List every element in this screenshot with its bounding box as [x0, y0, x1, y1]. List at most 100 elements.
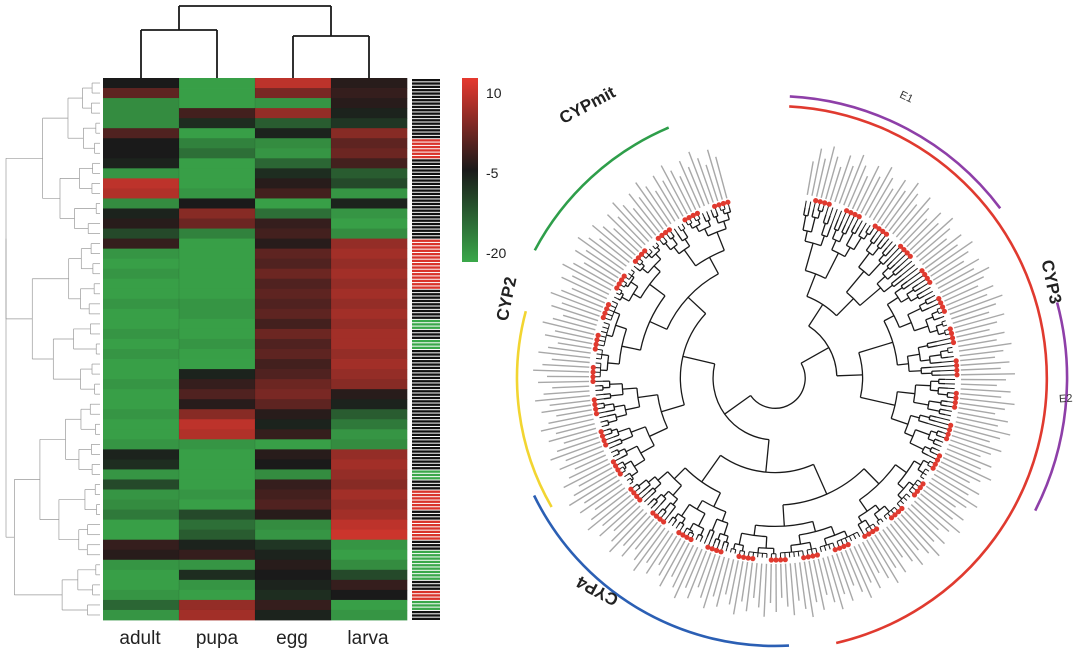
heatmap-cell — [103, 489, 180, 500]
tree-branch — [804, 240, 822, 247]
heatmap-cell — [331, 599, 408, 611]
row-label-mark — [412, 547, 440, 550]
subclade-arc-e2 — [1034, 302, 1069, 512]
heatmap-cell — [179, 188, 256, 199]
tree-branch — [868, 230, 873, 236]
tree-leaf-label — [673, 546, 699, 599]
heatmap-cell — [331, 429, 408, 440]
tree-leaf-label — [907, 507, 945, 545]
tree-leaf-label — [588, 237, 627, 267]
row-label-mark — [412, 142, 440, 145]
tree-leaf-marker — [876, 226, 882, 232]
tree-branch — [606, 413, 616, 417]
tree-branch — [617, 462, 622, 466]
row-label-mark — [412, 577, 440, 580]
heatmap-cell — [331, 439, 408, 450]
tree-leaf-marker — [655, 235, 661, 241]
tree-branch — [917, 414, 921, 421]
tree-leaf-marker — [810, 553, 816, 559]
heatmap-cell — [179, 108, 256, 119]
tree-leaf-label — [957, 411, 1009, 423]
row-label-mark — [412, 580, 440, 584]
tree-leaf-label — [923, 489, 964, 521]
heatmap-cell — [331, 258, 408, 270]
row-label-mark — [412, 206, 440, 209]
tree-branch — [940, 315, 945, 319]
tree-branch — [937, 342, 952, 347]
tree-branch — [606, 334, 613, 338]
tree-branch — [823, 545, 827, 551]
tree-branch — [906, 493, 911, 498]
tree-branch — [948, 356, 954, 358]
tree-branch — [701, 213, 705, 218]
clade-arc-cyp3 — [789, 105, 1049, 645]
tree-branch — [734, 549, 737, 554]
row-label-mark — [412, 326, 440, 329]
color-scale-tick-mid: -5 — [486, 165, 499, 181]
tree-leaf-label — [538, 380, 590, 384]
row-label-mark — [412, 513, 440, 517]
tree-leaf-marker — [954, 367, 960, 373]
tree-branch — [921, 307, 930, 312]
tree-branch — [806, 547, 816, 551]
row-label-mark — [412, 192, 440, 196]
tree-leaf-marker — [945, 431, 951, 437]
tree-branch — [676, 232, 683, 242]
tree-leaf-label — [724, 559, 735, 595]
heatmap-cell — [331, 188, 408, 199]
heatmap-cell — [255, 359, 332, 370]
tree-branch — [607, 362, 620, 365]
tree-branch — [799, 525, 832, 536]
heatmap-cell — [179, 359, 256, 370]
tree-branch — [818, 203, 821, 208]
tree-leaf-label — [728, 560, 739, 605]
tree-leaf-marker — [872, 223, 878, 229]
row-label-mark — [412, 212, 440, 216]
heatmap-cell — [331, 318, 408, 330]
heatmap-cell — [331, 268, 408, 280]
tree-branch — [823, 222, 828, 225]
tree-branch — [686, 527, 694, 532]
tree-leaf-label — [856, 165, 880, 212]
heatmap-cell — [179, 208, 256, 219]
tree-leaf-label — [904, 510, 935, 542]
tree-branch — [930, 430, 938, 434]
tree-leaf-marker — [936, 296, 942, 302]
heatmap-cell — [255, 198, 332, 209]
tree-branch — [682, 355, 715, 365]
tree-branch — [927, 454, 936, 460]
tree-branch — [630, 426, 646, 433]
heatmap-cell — [331, 168, 408, 179]
row-label-mark — [412, 155, 440, 159]
column-label-pupa: pupa — [196, 628, 239, 649]
tree-branch — [782, 504, 785, 527]
tree-leaf-marker — [880, 228, 886, 234]
row-label-mark — [412, 95, 440, 99]
tree-branch — [829, 207, 834, 216]
row-label-mark — [412, 309, 440, 313]
row-label-mark — [412, 607, 440, 610]
heatmap-cell — [179, 589, 256, 601]
tree-leaf-label — [927, 240, 973, 273]
tree-branch — [859, 287, 882, 306]
heatmap-cell — [179, 258, 256, 270]
tree-branch — [897, 391, 915, 395]
tree-leaf-marker — [947, 326, 953, 332]
tree-branch — [846, 291, 861, 306]
tree-leaf-label — [831, 554, 846, 595]
tree-leaf-label — [838, 165, 854, 204]
tree-branch — [881, 247, 888, 254]
heatmap-cell — [103, 238, 180, 250]
tree-branch — [910, 296, 919, 302]
color-scale-bar — [462, 78, 478, 262]
tree-branch — [865, 242, 873, 251]
tree-branch — [917, 279, 926, 285]
tree-leaf-label — [942, 456, 992, 481]
tree-branch — [623, 280, 627, 284]
heatmap-cell — [103, 328, 180, 340]
heatmap-cell — [103, 218, 180, 229]
tree-leaf-marker — [930, 465, 936, 471]
row-label-mark — [412, 557, 440, 560]
tree-leaf-marker — [814, 552, 821, 558]
tree-branch — [627, 472, 631, 476]
